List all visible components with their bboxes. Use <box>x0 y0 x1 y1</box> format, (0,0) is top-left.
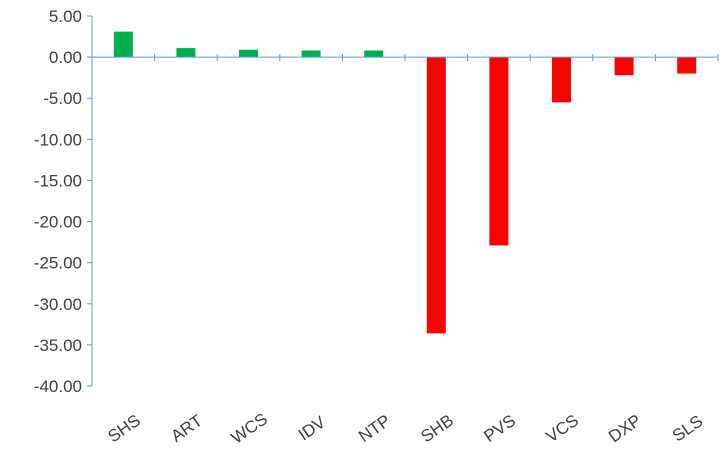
y-tick-label: -25.00 <box>34 254 82 273</box>
y-tick-label: -30.00 <box>34 295 82 314</box>
x-tick-label-shs: SHS <box>104 411 144 445</box>
x-tick-labels: SHS ART WCS IDV NTP SHB PVS VCS DXP SLS <box>104 409 706 447</box>
bar-pvs <box>489 57 509 246</box>
bars-group <box>113 31 697 334</box>
x-tick-label-ntp: NTP <box>355 411 394 445</box>
bar-sls <box>677 57 697 74</box>
y-tick-label: 0.00 <box>49 48 82 67</box>
y-tick-label: -15.00 <box>34 171 82 190</box>
y-tick-label: -20.00 <box>34 213 82 232</box>
bar-art <box>176 48 196 58</box>
bar-ntp <box>364 50 384 58</box>
x-tick-label-pvs: PVS <box>480 411 519 445</box>
x-tick-label-idv: IDV <box>295 412 330 444</box>
x-tick-label-shb: SHB <box>417 411 457 445</box>
axes-group <box>87 15 719 387</box>
bar-wcs <box>239 49 258 58</box>
x-tick-label-dxp: DXP <box>605 411 645 445</box>
bar-dxp <box>614 57 634 76</box>
x-tick-label-sls: SLS <box>669 411 706 445</box>
y-tick-label: -5.00 <box>43 89 82 108</box>
y-tick-label: 5.00 <box>49 7 82 26</box>
y-tick-label: -40.00 <box>34 377 82 396</box>
y-tick-label: -35.00 <box>34 336 82 355</box>
bar-vcs <box>552 57 571 103</box>
bar-idv <box>301 50 321 58</box>
y-tick-labels: 5.00 0.00 -5.00 -10.00 -15.00 -20.00 -25.00 -30… <box>34 7 82 396</box>
y-tick-label: -10.00 <box>34 130 82 149</box>
bar-shb <box>426 57 446 334</box>
x-tick-label-art: ART <box>167 411 206 445</box>
x-tick-label-vcs: VCS <box>543 411 583 445</box>
x-tick-label-wcs: WCS <box>228 409 271 445</box>
bar-shs <box>113 31 133 58</box>
